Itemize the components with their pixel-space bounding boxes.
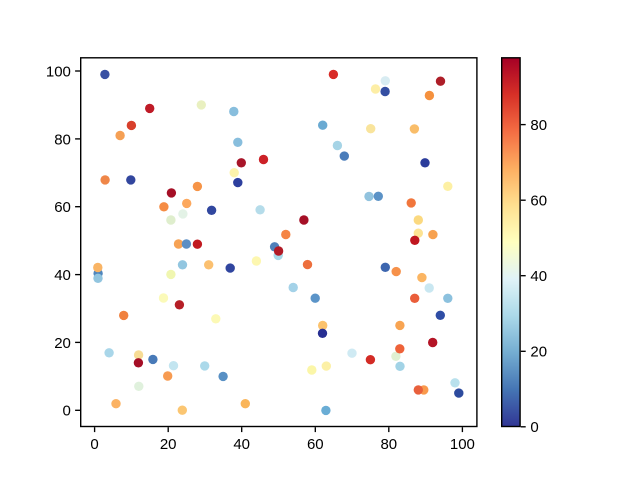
svg-text:0: 0 — [90, 436, 98, 453]
svg-text:100: 100 — [46, 63, 71, 80]
svg-text:80: 80 — [54, 131, 71, 148]
svg-text:60: 60 — [307, 436, 324, 453]
svg-text:20: 20 — [160, 436, 177, 453]
svg-text:100: 100 — [450, 436, 475, 453]
svg-text:20: 20 — [530, 344, 547, 361]
svg-text:80: 80 — [530, 117, 547, 134]
svg-text:40: 40 — [530, 268, 547, 285]
svg-text:0: 0 — [530, 419, 538, 436]
svg-text:60: 60 — [530, 193, 547, 210]
svg-text:0: 0 — [63, 403, 71, 420]
svg-text:40: 40 — [233, 436, 250, 453]
svg-text:20: 20 — [54, 335, 71, 352]
svg-text:80: 80 — [380, 436, 397, 453]
svg-text:40: 40 — [54, 267, 71, 284]
svg-text:60: 60 — [54, 199, 71, 216]
